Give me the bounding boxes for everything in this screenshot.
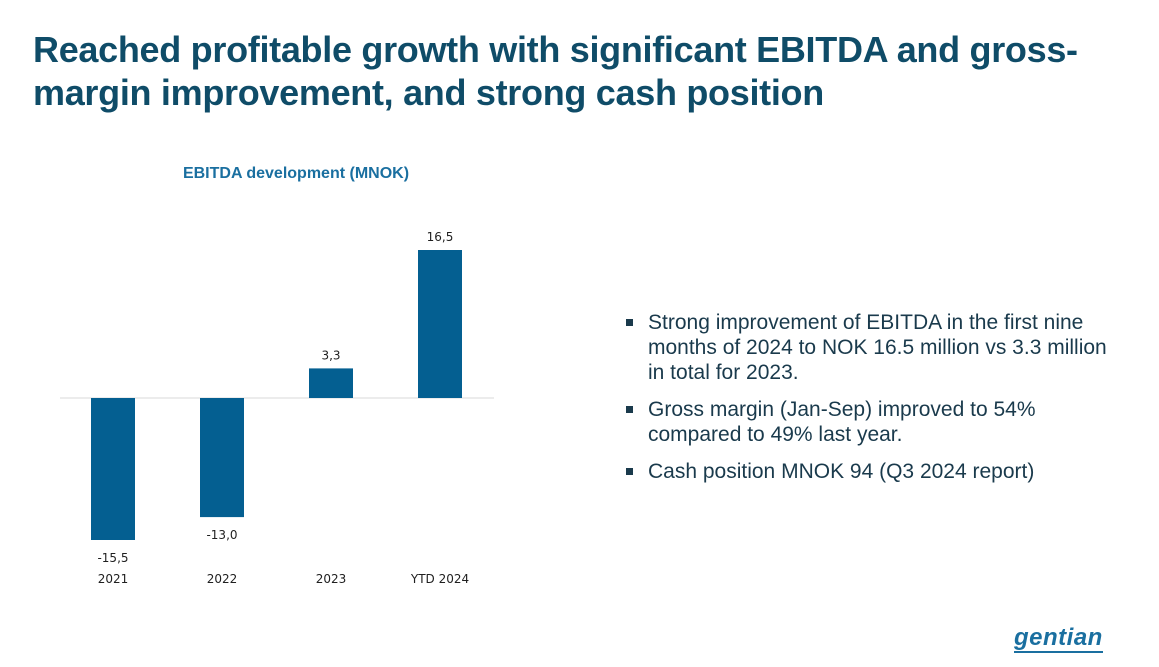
bar-2023: [309, 368, 353, 398]
chart-title: EBITDA development (MNOK): [183, 165, 409, 182]
data-label: 16,5: [427, 230, 454, 244]
bullet-item: Strong improvement of EBITDA in the firs…: [622, 310, 1122, 385]
bullet-text: Gross margin (Jan-Sep) improved to 54% c…: [648, 398, 1036, 446]
bullet-text: Cash position MNOK 94 (Q3 2024 report): [648, 460, 1035, 483]
slide-title: Reached profitable growth with significa…: [33, 29, 1078, 113]
category-ticks-group: 2021 2022 2023 YTD 2024: [98, 572, 469, 586]
x-tick-label: 2022: [207, 572, 238, 586]
ebitda-chart: EBITDA development (MNOK) -15,5 -13,0 3,3 1…: [0, 150, 560, 600]
data-label: -13,0: [206, 528, 237, 542]
gentian-logo: gentian: [1014, 624, 1103, 653]
square-bullet-icon: [626, 319, 633, 326]
bullet-list: Strong improvement of EBITDA in the firs…: [622, 310, 1122, 496]
square-bullet-icon: [626, 406, 633, 413]
data-label: -15,5: [97, 551, 128, 565]
bullet-item: Gross margin (Jan-Sep) improved to 54% c…: [622, 397, 1122, 447]
data-labels-group: -15,5 -13,0 3,3 16,5: [97, 230, 453, 565]
bar-ytd-2024: [418, 250, 462, 398]
data-label: 3,3: [321, 348, 340, 362]
bar-2022: [200, 398, 244, 518]
bar-2021: [91, 398, 135, 540]
x-tick-label: 2023: [316, 572, 347, 586]
ebitda-chart-svg: EBITDA development (MNOK) -15,5 -13,0 3,3 1…: [60, 165, 494, 586]
bars-group: [91, 250, 462, 540]
x-tick-label: YTD 2024: [410, 572, 469, 586]
x-tick-label: 2021: [98, 572, 129, 586]
bullet-text: Strong improvement of EBITDA in the firs…: [648, 311, 1107, 384]
bullet-item: Cash position MNOK 94 (Q3 2024 report): [622, 459, 1122, 484]
square-bullet-icon: [626, 468, 633, 475]
